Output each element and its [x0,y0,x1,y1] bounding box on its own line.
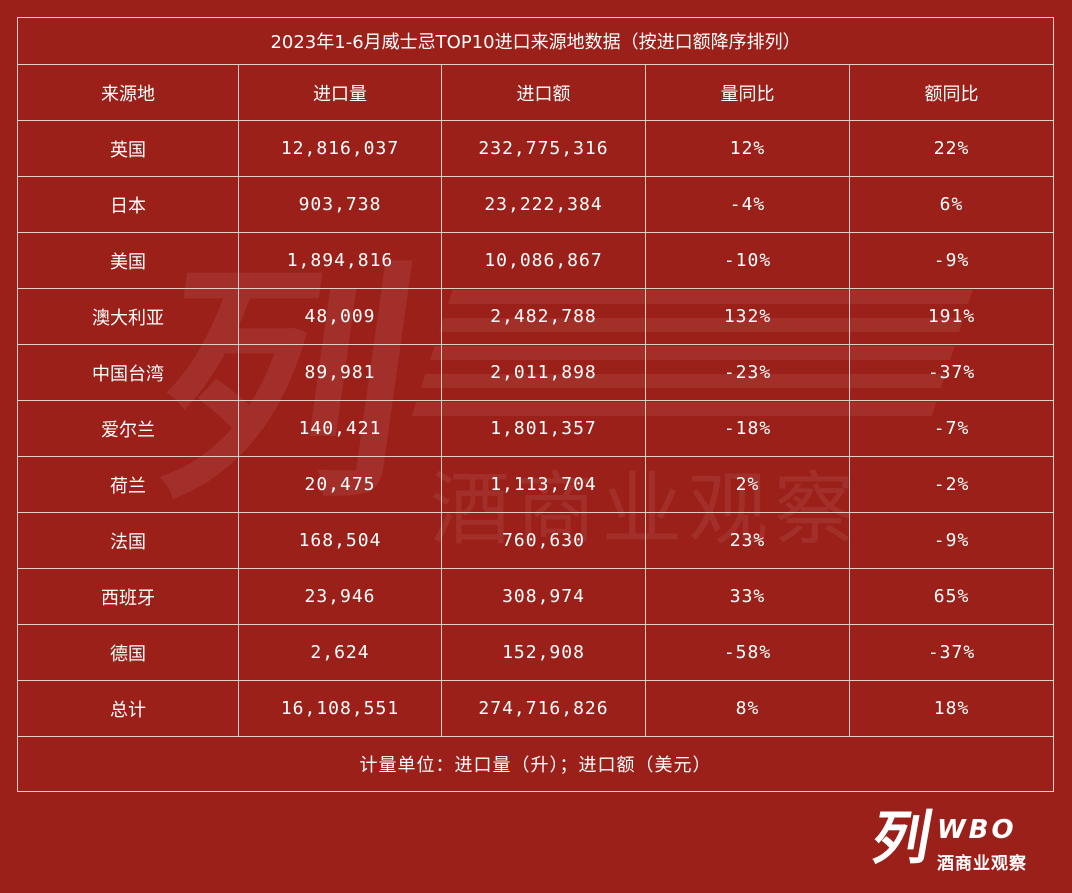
table-row: 爱尔兰 140,421 1,801,357 -18% -7% [17,400,1055,457]
cell-origin: 美国 [17,232,239,289]
cell-value: 308,974 [441,568,646,625]
table-row: 荷兰 20,475 1,113,704 2% -2% [17,456,1055,513]
cell-origin: 德国 [17,624,239,681]
cell-value-yoy: -9% [848,512,1055,569]
cell-value-yoy: 22% [848,120,1055,177]
cell-value: 760,630 [441,512,646,569]
cell-value-yoy: -37% [848,624,1055,681]
table-row: 英国 12,816,037 232,775,316 12% 22% [17,120,1055,177]
cell-volume-yoy: 132% [645,288,850,345]
cell-origin: 西班牙 [17,568,239,625]
table-row: 中国台湾 89,981 2,011,898 -23% -37% [17,344,1055,401]
total-row: 总计 16,108,551 274,716,826 8% 18% [17,680,1055,737]
cell-volume-yoy: -58% [645,624,850,681]
brand-logo: 列 WBO 酒商业观察 [867,804,1048,879]
logo-mark: 列 [867,804,938,872]
table-row: 澳大利亚 48,009 2,482,788 132% 191% [17,288,1055,345]
cell-volume: 89,981 [238,344,442,401]
cell-volume-yoy: 33% [645,568,850,625]
table-row: 法国 168,504 760,630 23% -9% [17,512,1055,569]
cell-value: 10,086,867 [441,232,646,289]
cell-value: 23,222,384 [441,176,646,233]
header-value: 进口额 [441,64,646,121]
table-row: 西班牙 23,946 308,974 33% 65% [17,568,1055,625]
cell-origin: 中国台湾 [17,344,239,401]
cell-value-yoy: 6% [848,176,1055,233]
cell-volume-yoy: 12% [645,120,850,177]
logo-text: 酒商业观察 [937,854,1027,874]
cell-value: 1,801,357 [441,400,646,457]
logo-wbo: WBO [937,815,1017,845]
cell-volume: 903,738 [238,176,442,233]
header-volume-yoy: 量同比 [645,64,850,121]
cell-volume: 23,946 [238,568,442,625]
table-row: 日本 903,738 23,222,384 -4% 6% [17,176,1055,233]
table-row: 德国 2,624 152,908 -58% -37% [17,624,1055,681]
total-volume: 16,108,551 [238,680,442,737]
cell-volume: 48,009 [238,288,442,345]
cell-origin: 日本 [17,176,239,233]
header-volume: 进口量 [238,64,442,121]
header-origin: 来源地 [17,64,239,121]
cell-value: 232,775,316 [441,120,646,177]
cell-volume: 12,816,037 [238,120,442,177]
table-row: 美国 1,894,816 10,086,867 -10% -9% [17,232,1055,289]
total-volume-yoy: 8% [645,680,850,737]
header-value-yoy: 额同比 [848,64,1055,121]
cell-volume-yoy: -18% [645,400,850,457]
cell-volume-yoy: -10% [645,232,850,289]
cell-volume: 168,504 [238,512,442,569]
import-table: 2023年1-6月威士忌TOP10进口来源地数据（按进口额降序排列） 来源地 进… [16,17,1055,792]
cell-value: 152,908 [441,624,646,681]
cell-value-yoy: -37% [848,344,1055,401]
cell-value: 2,011,898 [441,344,646,401]
header-row: 来源地 进口量 进口额 量同比 额同比 [17,64,1055,121]
cell-volume-yoy: -23% [645,344,850,401]
cell-value: 1,113,704 [441,456,646,513]
cell-value: 2,482,788 [441,288,646,345]
cell-volume: 20,475 [238,456,442,513]
cell-volume: 2,624 [238,624,442,681]
cell-volume-yoy: 23% [645,512,850,569]
cell-origin: 爱尔兰 [17,400,239,457]
total-value-yoy: 18% [848,680,1055,737]
cell-origin: 荷兰 [17,456,239,513]
cell-volume-yoy: 2% [645,456,850,513]
cell-value-yoy: 191% [848,288,1055,345]
cell-origin: 法国 [17,512,239,569]
total-label: 总计 [17,680,239,737]
total-value: 274,716,826 [441,680,646,737]
cell-value-yoy: -7% [848,400,1055,457]
cell-volume: 140,421 [238,400,442,457]
cell-origin: 澳大利亚 [17,288,239,345]
cell-volume-yoy: -4% [645,176,850,233]
cell-volume: 1,894,816 [238,232,442,289]
cell-origin: 英国 [17,120,239,177]
cell-value-yoy: -9% [848,232,1055,289]
table-title: 2023年1-6月威士忌TOP10进口来源地数据（按进口额降序排列） [16,17,1055,65]
cell-value-yoy: -2% [848,456,1055,513]
cell-value-yoy: 65% [848,568,1055,625]
unit-note: 计量单位：进口量（升）；进口额（美元） [16,736,1055,792]
